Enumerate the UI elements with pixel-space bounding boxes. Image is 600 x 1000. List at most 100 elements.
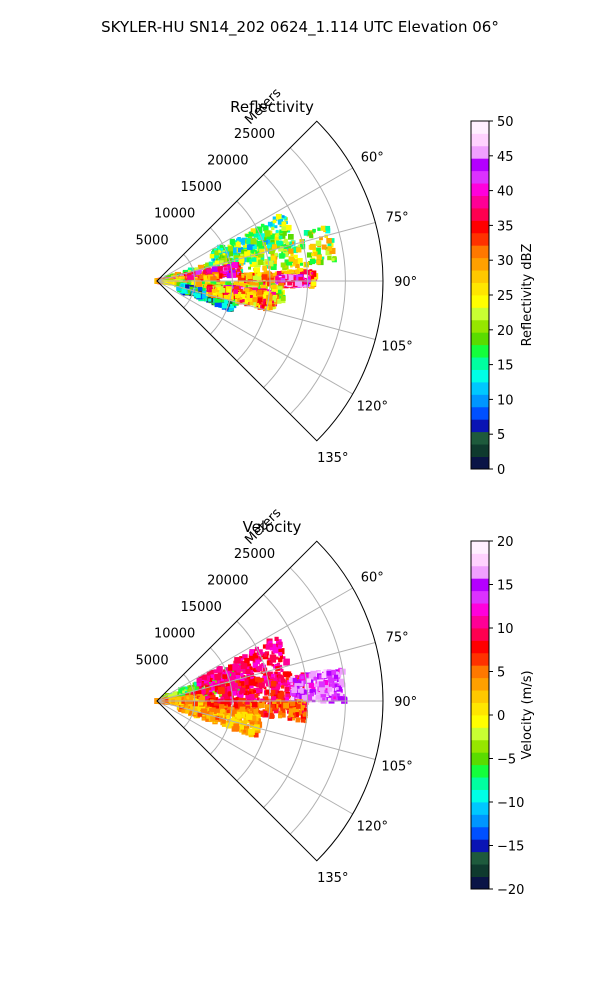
- echo-cell: [278, 648, 285, 655]
- echo-cell: [301, 694, 308, 701]
- echo-cell: [315, 240, 322, 246]
- echo-cell: [242, 291, 246, 294]
- echo-cell: [205, 262, 211, 268]
- echo-cell: [276, 277, 283, 283]
- echo-cell: [331, 258, 335, 262]
- echo-cell: [297, 679, 302, 684]
- echo-cell: [245, 300, 248, 304]
- echo-cell: [251, 273, 255, 276]
- echo-cell: [220, 268, 226, 275]
- echo-cell: [298, 709, 305, 716]
- echo-cell: [258, 682, 265, 689]
- colorbar-swatch: [471, 121, 489, 134]
- echo-cell: [298, 681, 304, 687]
- echo-cell: [256, 302, 260, 306]
- echo-cell: [325, 228, 331, 234]
- echo-cell: [259, 280, 263, 283]
- echo-cell: [226, 250, 233, 257]
- echo-cell: [195, 293, 201, 299]
- echo-cell: [317, 227, 321, 231]
- echo-cell: [237, 683, 241, 687]
- echo-cell: [234, 669, 239, 674]
- echo-cell: [221, 708, 225, 713]
- colorbar-swatch: [471, 282, 489, 296]
- echo-cell: [288, 275, 294, 280]
- echo-cell: [266, 660, 272, 666]
- echo-cell: [303, 700, 306, 704]
- echo-cell: [235, 680, 241, 686]
- echo-cell: [262, 261, 267, 266]
- echo-cell: [237, 253, 243, 259]
- echo-cell: [225, 705, 229, 709]
- echo-cell: [238, 260, 244, 266]
- echo-cell: [266, 295, 273, 302]
- colorbar-swatch: [471, 628, 489, 641]
- echo-cell: [231, 672, 236, 677]
- echo-cell: [290, 265, 293, 268]
- echo-cell: [217, 273, 223, 279]
- echo-cell: [319, 236, 323, 241]
- echo-cell: [262, 667, 268, 672]
- echo-cell: [229, 238, 235, 244]
- colorbar-tick-label: 50: [497, 115, 514, 130]
- echo-cell: [278, 645, 282, 649]
- echo-cell: [261, 304, 265, 308]
- echo-cell: [228, 703, 231, 707]
- echo-cell: [278, 657, 283, 663]
- echo-cell: [237, 237, 241, 241]
- echo-cell: [236, 703, 242, 709]
- echo-cell: [190, 271, 196, 276]
- echo-cell: [250, 238, 257, 245]
- echo-cell: [231, 691, 237, 696]
- echo-cell: [283, 702, 289, 709]
- echo-cell: [277, 286, 283, 291]
- echo-cell: [214, 248, 217, 252]
- echo-cell: [235, 675, 240, 680]
- echo-cell: [275, 671, 278, 674]
- echo-cell: [187, 694, 193, 701]
- colorbar-tick-label: −15: [497, 840, 524, 855]
- echo-cell: [316, 260, 321, 265]
- echo-cell: [312, 248, 317, 252]
- azimuth-spoke: [156, 280, 353, 395]
- echo-cell: [297, 688, 304, 695]
- echo-cell: [309, 234, 314, 239]
- echo-cell: [187, 290, 191, 293]
- echo-cell: [251, 656, 255, 659]
- echo-cell: [293, 712, 299, 718]
- echo-cell: [239, 706, 246, 713]
- echo-cell: [280, 278, 286, 283]
- echo-cell: [296, 685, 300, 689]
- echo-cell: [249, 279, 254, 284]
- echo-cell: [264, 245, 268, 249]
- echo-cell: [216, 244, 223, 251]
- echo-cell: [309, 258, 316, 265]
- echo-cell: [311, 253, 315, 257]
- echo-cell: [273, 272, 277, 276]
- echo-cell: [276, 240, 282, 246]
- echo-cell: [277, 641, 283, 647]
- echo-cell: [202, 294, 207, 299]
- echo-cell: [318, 685, 324, 691]
- echo-cell: [237, 247, 243, 253]
- echo-cell: [267, 657, 272, 663]
- echo-cell: [209, 692, 213, 696]
- echo-cell: [252, 690, 256, 694]
- echo-cell: [282, 656, 286, 660]
- sector-outline: [156, 540, 384, 862]
- echo-cell: [239, 681, 245, 686]
- echo-cell: [227, 706, 233, 712]
- echo-cell: [247, 280, 252, 285]
- colorbar-swatch: [471, 789, 489, 803]
- echo-cell: [214, 260, 220, 266]
- echo-cell: [265, 644, 272, 650]
- echo-cell: [263, 240, 268, 245]
- echo-cell: [214, 274, 218, 278]
- echo-cell: [252, 257, 257, 262]
- echo-cell: [251, 260, 257, 266]
- echo-cell: [199, 275, 204, 280]
- echo-cell: [197, 712, 203, 717]
- echo-cell: [283, 275, 288, 279]
- echo-cell: [237, 288, 243, 294]
